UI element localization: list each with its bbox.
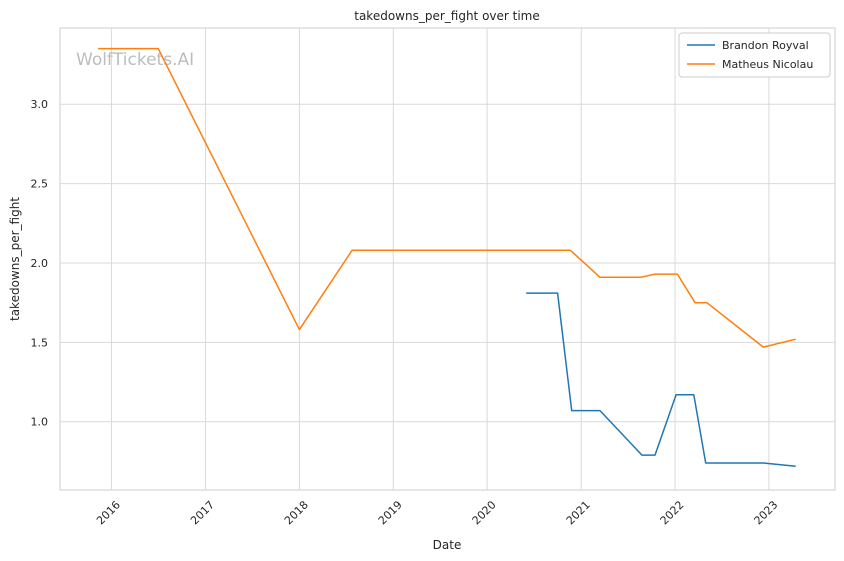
chart-title: takedowns_per_fight over time [354,9,540,23]
plot-area [59,27,836,491]
y-tick-label: 1.0 [31,416,49,429]
x-tick-label: 2018 [282,498,311,527]
x-axis-label: Date [433,538,462,552]
series-line-brandon-royval [526,292,796,467]
legend-label-matheus-nicolau: Matheus Nicolau [722,58,813,71]
legend-label-brandon-royval: Brandon Royval [722,39,809,52]
x-tick-label: 2016 [94,498,123,527]
y-tick-label: 2.0 [31,257,49,270]
y-axis-label: takedowns_per_fight [8,197,22,321]
watermark: WolfTickets.AI [76,50,194,70]
y-tick-label: 2.5 [31,178,49,191]
legend: Brandon Royval Matheus Nicolau [678,32,831,78]
x-tick-label: 2022 [658,498,687,527]
gridlines [60,28,835,490]
series-line-matheus-nicolau [98,47,796,348]
series-lines [98,47,796,467]
x-tick-label: 2019 [376,498,405,527]
x-tick-label: 2023 [751,498,780,527]
legend-box [678,32,831,78]
y-axis-ticks: 1.0 1.5 2.0 2.5 3.0 [31,98,49,429]
y-tick-label: 3.0 [31,98,49,111]
y-tick-label: 1.5 [31,336,49,349]
x-tick-label: 2021 [564,498,593,527]
x-tick-label: 2017 [188,498,217,527]
x-tick-label: 2020 [470,498,499,527]
x-axis-ticks: 2016 2017 2018 2019 2020 2021 2022 2023 [94,498,780,527]
